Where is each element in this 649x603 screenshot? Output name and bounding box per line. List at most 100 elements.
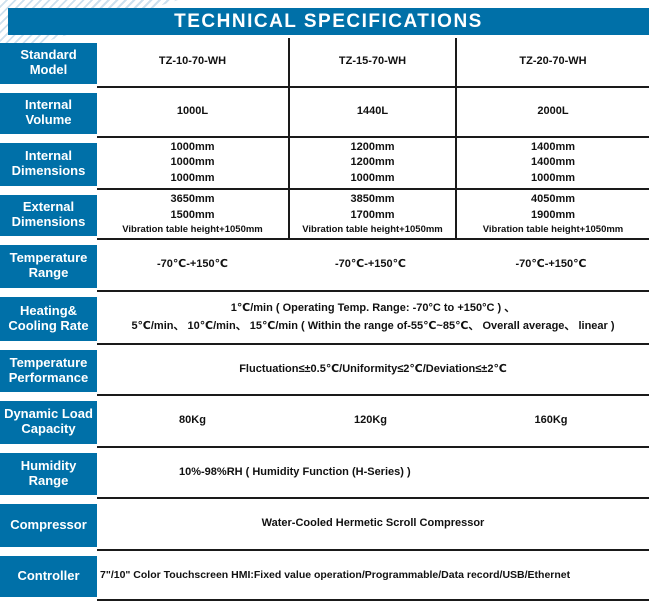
cell-value: TZ-10-70-WH	[158, 55, 227, 68]
spec-cell: 1400mm 1400mm 1000mm	[457, 138, 649, 188]
row-content: 10%-98%RH ( Humidity Function (H-Series)…	[97, 448, 649, 499]
cell-value: 1700mm	[350, 208, 395, 221]
row-label-line: Capacity	[21, 421, 76, 436]
cell-value: 3650mm	[170, 192, 215, 205]
table-row-heating-cooling-rate: Heating& Cooling Rate 1℃/min ( Operating…	[0, 292, 649, 345]
cell-value: 1500mm	[170, 208, 215, 221]
row-content: 1000mm 1000mm 1000mm 1200mm 1200mm 1000m…	[97, 138, 649, 190]
row-label-line: Volume	[25, 112, 72, 127]
cell-value: 120Kg	[353, 414, 388, 427]
spec-table: Standard Model TZ-10-70-WH TZ-15-70-WH T…	[0, 38, 649, 601]
cell-value: 3850mm	[350, 192, 395, 205]
spec-cell: 2000L	[457, 88, 649, 136]
row-label-humidity-range: Humidity Range	[0, 452, 97, 495]
cell-value: 1200mm	[350, 156, 395, 169]
cell-value: 1000mm	[170, 156, 215, 169]
row-label-line: External	[22, 199, 75, 215]
row-content: Fluctuation≤±0.5℃/Uniformity≤2℃/Deviatio…	[97, 345, 649, 396]
row-label-line: Temperature	[9, 354, 88, 370]
cell-value: -70℃-+150℃	[335, 258, 406, 271]
page-title: TECHNICAL SPECIFICATIONS	[174, 10, 483, 32]
row-label-external-dimensions: External Dimensions	[0, 194, 97, 236]
spec-cell: 3850mm 1700mm Vibration table height+105…	[290, 190, 457, 238]
table-row-humidity-range: Humidity Range 10%-98%RH ( Humidity Func…	[0, 448, 649, 499]
spec-span-cell: 7"/10" Color Touchscreen HMI:Fixed value…	[97, 551, 649, 599]
row-label-line: Dynamic Load	[4, 406, 93, 422]
cell-value: 1000mm	[530, 171, 576, 184]
spec-cell: TZ-10-70-WH	[97, 38, 290, 86]
cell-value: TZ-15-70-WH	[338, 55, 407, 68]
row-label-internal-dimensions: Internal Dimensions	[0, 142, 97, 186]
table-row-standard-model: Standard Model TZ-10-70-WH TZ-15-70-WH T…	[0, 38, 649, 88]
table-row-internal-dimensions: Internal Dimensions 1000mm 1000mm 1000mm…	[0, 138, 649, 190]
table-row-dynamic-load-capacity: Dynamic Load Capacity 80Kg 120Kg 160Kg	[0, 396, 649, 448]
spec-cell: 1440L	[290, 88, 457, 136]
row-label-line: Range	[28, 472, 69, 488]
row-label-line: Cooling Rate	[8, 317, 89, 333]
cell-value: 160Kg	[534, 414, 568, 427]
title-banner: TECHNICAL SPECIFICATIONS	[8, 8, 649, 35]
cell-value: 10%-98%RH ( Humidity Function (H-Series)…	[179, 465, 411, 478]
row-label-line: Dimensions	[11, 163, 86, 178]
row-label-line: Model	[29, 62, 68, 77]
spec-cell: 160Kg	[453, 396, 649, 446]
spec-span-cell: 1℃/min ( Operating Temp. Range: -70°C to…	[97, 292, 649, 343]
row-label-line: Standard	[20, 47, 77, 63]
spec-cell: -70℃-+150℃	[97, 240, 288, 290]
row-content: 7"/10" Color Touchscreen HMI:Fixed value…	[97, 551, 649, 601]
cell-value: -70℃-+150℃	[515, 258, 587, 271]
row-label-line: Internal	[25, 97, 72, 113]
cell-value: 2000L	[537, 105, 569, 118]
cell-value: 1440L	[356, 105, 389, 118]
cell-value: 80Kg	[179, 414, 206, 427]
row-content: TZ-10-70-WH TZ-15-70-WH TZ-20-70-WH	[97, 38, 649, 88]
spec-cell: 1000mm 1000mm 1000mm	[97, 138, 290, 188]
cell-value: 7"/10" Color Touchscreen HMI:Fixed value…	[100, 568, 571, 581]
row-content: 1℃/min ( Operating Temp. Range: -70°C to…	[97, 292, 649, 345]
table-row-internal-volume: Internal Volume 1000L 1440L 2000L	[0, 88, 649, 138]
table-row-external-dimensions: External Dimensions 3650mm 1500mm Vibrat…	[0, 190, 649, 240]
row-label-line: Humidity	[20, 457, 77, 473]
spec-cell: 120Kg	[288, 396, 453, 446]
table-row-temperature-performance: Temperature Performance Fluctuation≤±0.5…	[0, 345, 649, 396]
table-row-temperature-range: Temperature Range -70℃-+150℃ -70℃-+150℃ …	[0, 240, 649, 292]
row-label-line: Internal	[25, 148, 72, 164]
cell-value: 1400mm	[530, 140, 576, 153]
row-label-compressor: Compressor	[0, 503, 97, 547]
cell-value: 1200mm	[350, 140, 395, 153]
row-label-standard-model: Standard Model	[0, 42, 97, 84]
vibration-note: Vibration table height+1050mm	[482, 224, 624, 236]
spec-cell: 4050mm 1900mm Vibration table height+105…	[457, 190, 649, 238]
row-label-line: Temperature	[9, 250, 88, 266]
vibration-note: Vibration table height+1050mm	[302, 224, 443, 236]
spec-cell: TZ-15-70-WH	[290, 38, 457, 86]
row-label-controller: Controller	[0, 555, 97, 597]
spec-span-cell: Fluctuation≤±0.5℃/Uniformity≤2℃/Deviatio…	[97, 345, 649, 394]
row-content: 1000L 1440L 2000L	[97, 88, 649, 138]
cell-value: 1000mm	[170, 140, 215, 153]
spec-cell: 80Kg	[97, 396, 288, 446]
cell-value: 1℃/min ( Operating Temp. Range: -70°C to…	[230, 302, 516, 315]
spec-cell: -70℃-+150℃	[453, 240, 649, 290]
row-content: 80Kg 120Kg 160Kg	[97, 396, 649, 448]
cell-value: 1400mm	[530, 156, 576, 169]
row-label-line: Dimensions	[11, 214, 86, 229]
spec-span-cell: 10%-98%RH ( Humidity Function (H-Series)…	[97, 448, 649, 497]
row-label-temperature-performance: Temperature Performance	[0, 349, 97, 392]
row-content: -70℃-+150℃ -70℃-+150℃ -70℃-+150℃	[97, 240, 649, 292]
spec-cell: -70℃-+150℃	[288, 240, 453, 290]
row-label-line: Controller	[17, 567, 80, 583]
row-label-dynamic-load-capacity: Dynamic Load Capacity	[0, 400, 97, 444]
cell-value: 1900mm	[530, 208, 576, 221]
row-label-line: Heating&	[19, 302, 78, 318]
spec-cell: 3650mm 1500mm Vibration table height+105…	[97, 190, 290, 238]
cell-value: 5℃/min、 10℃/min、 15℃/min ( Within the ra…	[131, 319, 615, 332]
cell-value: Fluctuation≤±0.5℃/Uniformity≤2℃/Deviatio…	[239, 362, 507, 375]
row-label-temperature-range: Temperature Range	[0, 244, 97, 288]
cell-value: 1000mm	[170, 171, 215, 184]
cell-value: -70℃-+150℃	[157, 258, 228, 271]
spec-cell: 1000L	[97, 88, 290, 136]
spec-span-cell: Water-Cooled Hermetic Scroll Compressor	[97, 499, 649, 549]
row-label-line: Compressor	[10, 516, 87, 532]
